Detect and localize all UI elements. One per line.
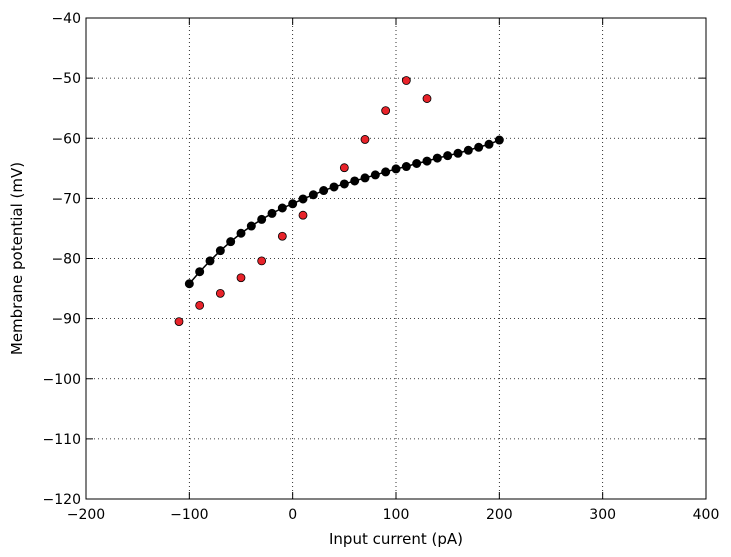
data-point <box>443 151 453 161</box>
y-tick-label: −60 <box>51 131 81 147</box>
x-tick-label: 100 <box>383 507 410 523</box>
data-point <box>226 237 236 247</box>
series-1 <box>174 76 432 327</box>
data-point <box>215 246 225 256</box>
series-layer <box>174 76 504 327</box>
data-point <box>381 106 391 115</box>
data-point <box>236 228 246 238</box>
y-tick-label: −100 <box>43 372 81 388</box>
data-point <box>319 186 329 196</box>
x-tick-label: 300 <box>589 507 616 523</box>
y-axis-label: Membrane potential (mV) <box>8 162 26 355</box>
data-point <box>277 203 287 213</box>
data-point <box>195 300 205 310</box>
data-point <box>236 273 246 283</box>
y-tick-label: −110 <box>43 432 81 448</box>
ticks: −200 −100 0 100 200 300 400 −120 −110 −100 −90 −80 −… <box>43 11 720 523</box>
y-tick-label: −90 <box>51 312 81 328</box>
data-point <box>174 317 184 327</box>
data-point <box>381 167 391 177</box>
x-tick-label: 200 <box>486 507 513 523</box>
data-point <box>391 164 401 174</box>
data-point <box>360 173 370 183</box>
data-point <box>298 194 308 204</box>
series-0 <box>184 135 504 289</box>
series-line <box>188 139 500 285</box>
data-point <box>339 163 349 173</box>
x-tick-label: 400 <box>693 507 720 523</box>
data-point <box>267 208 277 218</box>
x-axis-label: Input current (pA) <box>329 530 463 548</box>
y-tick-label: −80 <box>51 252 81 268</box>
data-point <box>412 159 422 169</box>
data-point <box>432 153 442 163</box>
data-point <box>494 135 504 145</box>
data-point <box>329 182 339 192</box>
y-tick-label: −120 <box>43 492 81 508</box>
y-tick-label: −70 <box>51 191 81 207</box>
data-point <box>463 145 473 155</box>
x-tick-label: −200 <box>67 507 105 523</box>
data-point <box>298 210 308 220</box>
x-tick-label: −100 <box>170 507 208 523</box>
data-point <box>370 170 380 180</box>
data-point <box>246 221 256 231</box>
data-point <box>184 279 194 289</box>
data-point <box>277 231 287 241</box>
data-point <box>401 162 411 172</box>
data-point <box>215 288 225 298</box>
data-point <box>401 76 411 85</box>
data-point <box>339 179 349 189</box>
data-point <box>422 94 432 103</box>
data-point <box>474 142 484 152</box>
y-tick-label: −50 <box>51 71 81 87</box>
data-point <box>257 214 267 224</box>
data-point <box>422 156 432 166</box>
data-point <box>205 256 215 266</box>
y-tick-label: −40 <box>51 11 81 27</box>
grid <box>86 18 706 499</box>
data-point <box>453 148 463 158</box>
data-point <box>288 199 298 209</box>
data-point <box>195 267 205 277</box>
data-point <box>257 256 267 266</box>
data-point <box>308 190 318 200</box>
x-tick-label: 0 <box>288 507 297 523</box>
data-point <box>360 135 370 144</box>
data-point <box>350 176 360 186</box>
data-point <box>484 139 494 149</box>
